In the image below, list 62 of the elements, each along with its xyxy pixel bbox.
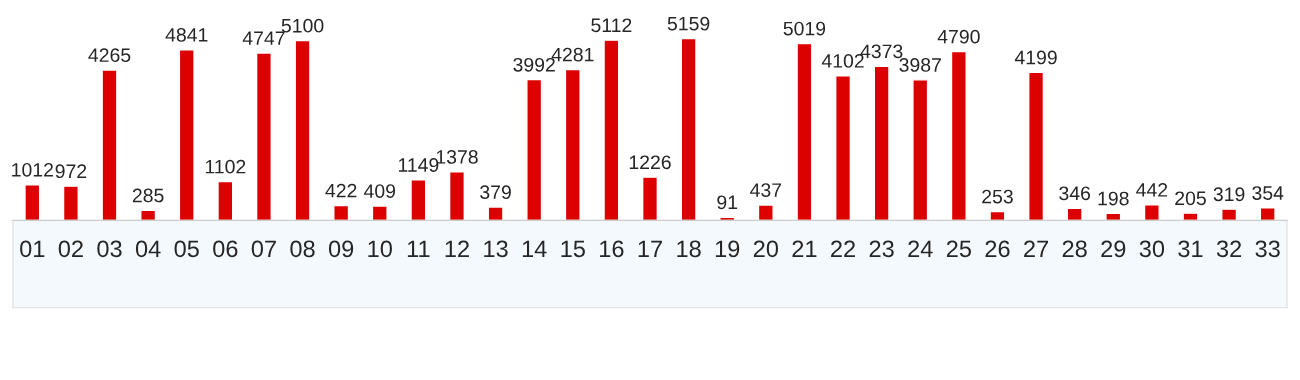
data-label: 972 xyxy=(55,164,87,179)
x-tick-label: 10 xyxy=(368,240,392,258)
data-label: 5019 xyxy=(783,21,826,36)
data-label: 4199 xyxy=(1014,50,1057,65)
x-tick-label: 26 xyxy=(985,240,1010,258)
x-tick-label: 03 xyxy=(97,240,122,258)
x-tick-label: 04 xyxy=(135,240,161,258)
data-label: 5100 xyxy=(281,18,324,33)
data-label: 1012 xyxy=(12,162,53,177)
x-tick-label: 18 xyxy=(677,240,701,258)
data-label: 354 xyxy=(1252,186,1284,200)
x-tick-label: 11 xyxy=(407,240,430,257)
data-label: 4841 xyxy=(165,27,208,42)
data-label: 205 xyxy=(1175,191,1206,206)
data-label: 4265 xyxy=(88,48,131,63)
x-tick-label: 30 xyxy=(1139,240,1165,258)
x-tick-label: 14 xyxy=(522,240,547,257)
x-tick-label: 12 xyxy=(445,240,469,257)
data-label: 379 xyxy=(480,185,511,200)
x-tick-label: 29 xyxy=(1101,240,1126,258)
data-label: 285 xyxy=(132,188,164,203)
x-tick-label: 02 xyxy=(58,240,83,258)
x-tick-label: 13 xyxy=(484,240,508,258)
data-label: 253 xyxy=(982,189,1013,204)
data-label: 319 xyxy=(1213,187,1245,202)
data-label: 91 xyxy=(717,195,738,210)
x-tick-label: 15 xyxy=(561,240,585,258)
data-label: 3987 xyxy=(899,58,941,72)
x-tick-label: 19 xyxy=(715,240,740,258)
data-label: 4790 xyxy=(937,29,980,44)
data-label: 5159 xyxy=(667,16,710,31)
x-tick-label: 31 xyxy=(1178,240,1203,258)
x-tick-label: 08 xyxy=(290,240,315,258)
data-label: 1102 xyxy=(205,159,246,174)
data-label: 422 xyxy=(325,183,357,198)
data-label: 5112 xyxy=(591,18,632,33)
x-tick-label: 25 xyxy=(946,240,971,258)
x-tick-label: 23 xyxy=(869,240,894,258)
x-tick-label: 27 xyxy=(1024,240,1049,257)
x-tick-label: 21 xyxy=(792,240,817,257)
x-tick-label: 09 xyxy=(328,240,354,258)
data-label: 198 xyxy=(1098,191,1129,206)
data-label: 4747 xyxy=(242,31,285,45)
x-tick-label: 16 xyxy=(600,240,624,258)
data-label: 409 xyxy=(363,184,396,198)
data-label: 346 xyxy=(1059,186,1091,201)
x-tick-label: 06 xyxy=(213,240,238,258)
data-label: 442 xyxy=(1136,183,1168,197)
x-tick-label: 24 xyxy=(908,240,933,257)
x-tick-label: 22 xyxy=(831,240,855,257)
data-label: 1378 xyxy=(436,150,478,164)
x-tick-label: 05 xyxy=(174,240,199,258)
data-label: 1149 xyxy=(398,158,439,172)
x-tick-label: 17 xyxy=(638,240,662,257)
x-tick-label: 20 xyxy=(753,240,779,258)
data-label: 437 xyxy=(750,183,782,197)
x-tick-label: 33 xyxy=(1255,240,1280,258)
x-tick-label: 28 xyxy=(1062,240,1087,258)
x-tick-label: 01 xyxy=(20,240,45,258)
x-tick-label: 07 xyxy=(251,240,276,258)
x-tick-label: 32 xyxy=(1216,240,1242,258)
data-label: 1226 xyxy=(629,155,671,170)
